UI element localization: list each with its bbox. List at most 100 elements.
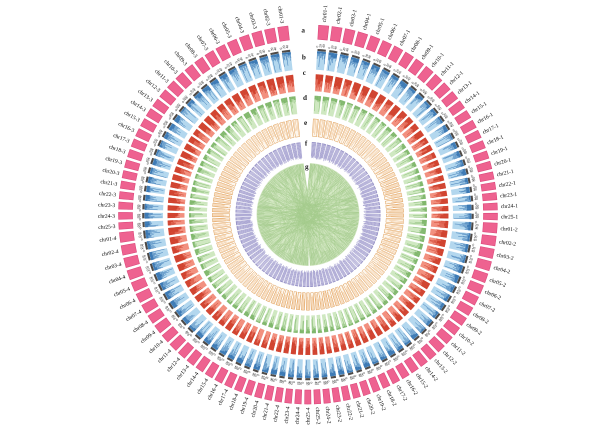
svg-text:20: 20 — [280, 380, 285, 384]
svg-text:40: 40 — [475, 215, 479, 219]
svg-text:0: 0 — [309, 382, 313, 384]
svg-text:40: 40 — [261, 49, 266, 54]
svg-text:40: 40 — [164, 305, 169, 310]
svg-text:20: 20 — [137, 196, 141, 200]
svg-text:40: 40 — [191, 337, 196, 342]
svg-text:0: 0 — [402, 74, 406, 78]
svg-text:20: 20 — [385, 361, 390, 366]
svg-text:20: 20 — [436, 104, 441, 109]
svg-text:20: 20 — [462, 148, 467, 153]
svg-text:0: 0 — [452, 128, 456, 132]
svg-text:0: 0 — [140, 237, 143, 241]
svg-text:20: 20 — [236, 58, 241, 63]
svg-text:20: 20 — [375, 58, 380, 63]
svg-text:20: 20 — [442, 112, 447, 117]
svg-text:chr25-2: chr25-2 — [314, 407, 321, 425]
svg-text:20: 20 — [143, 257, 148, 262]
svg-text:20: 20 — [198, 81, 203, 86]
svg-text:0: 0 — [163, 300, 167, 304]
svg-text:40: 40 — [397, 70, 402, 75]
svg-text:20: 20 — [429, 96, 434, 101]
svg-text:0: 0 — [300, 382, 304, 384]
svg-text:0: 0 — [339, 48, 343, 51]
svg-text:20: 20 — [244, 370, 249, 375]
svg-text:0: 0 — [458, 285, 462, 289]
svg-text:40: 40 — [473, 188, 477, 192]
svg-text:0: 0 — [457, 137, 461, 141]
svg-text:20: 20 — [421, 88, 426, 93]
svg-text:chr25-1: chr25-1 — [501, 214, 518, 220]
svg-text:chr21-2: chr21-2 — [354, 400, 364, 418]
svg-text:20: 20 — [216, 68, 221, 73]
svg-text:0: 0 — [372, 58, 376, 61]
svg-text:40: 40 — [424, 333, 429, 338]
svg-text:0: 0 — [327, 46, 331, 49]
svg-text:chr21-3: chr21-3 — [100, 179, 118, 188]
svg-text:20: 20 — [218, 357, 223, 362]
svg-text:0: 0 — [157, 134, 161, 138]
svg-text:20: 20 — [395, 68, 400, 73]
svg-text:chr23-2: chr23-2 — [334, 405, 343, 423]
svg-text:chr04-4: chr04-4 — [108, 274, 126, 285]
svg-text:40: 40 — [269, 377, 274, 382]
svg-text:40: 40 — [285, 44, 289, 48]
svg-text:0: 0 — [245, 56, 249, 59]
svg-text:chr04-3: chr04-3 — [233, 16, 245, 34]
svg-text:40: 40 — [233, 365, 238, 370]
svg-text:0: 0 — [146, 161, 149, 165]
svg-text:0: 0 — [142, 249, 145, 253]
svg-text:40: 40 — [158, 295, 163, 300]
svg-text:40: 40 — [423, 90, 428, 95]
svg-text:20: 20 — [270, 47, 275, 51]
svg-text:0: 0 — [466, 265, 469, 269]
svg-text:20: 20 — [289, 381, 293, 385]
svg-text:20: 20 — [168, 113, 173, 118]
svg-text:20: 20 — [193, 339, 198, 344]
svg-text:g: g — [305, 163, 309, 171]
svg-text:40: 40 — [218, 67, 223, 72]
svg-text:chr03-3: chr03-3 — [247, 12, 257, 30]
svg-text:20: 20 — [364, 53, 369, 58]
svg-text:0: 0 — [247, 371, 251, 374]
svg-text:40: 40 — [143, 166, 148, 171]
svg-text:40: 40 — [296, 381, 300, 385]
svg-text:20: 20 — [206, 75, 211, 80]
svg-text:0: 0 — [224, 66, 228, 70]
svg-text:0: 0 — [427, 329, 431, 333]
svg-text:0: 0 — [221, 358, 225, 362]
svg-text:40: 40 — [177, 322, 182, 327]
svg-text:40: 40 — [228, 61, 233, 66]
svg-text:40: 40 — [137, 203, 141, 207]
svg-text:40: 40 — [345, 48, 350, 53]
svg-text:0: 0 — [157, 291, 161, 295]
svg-text:0: 0 — [196, 340, 200, 344]
svg-text:a: a — [301, 26, 305, 34]
svg-text:20: 20 — [258, 50, 263, 55]
svg-text:0: 0 — [370, 368, 374, 371]
svg-text:0: 0 — [174, 108, 178, 112]
svg-text:20: 20 — [178, 324, 183, 329]
svg-text:0: 0 — [315, 45, 319, 47]
svg-text:chr01-3: chr01-3 — [276, 6, 284, 24]
svg-text:0: 0 — [318, 381, 322, 383]
svg-text:40: 40 — [191, 87, 196, 92]
svg-text:40: 40 — [200, 80, 205, 85]
svg-text:20: 20 — [402, 350, 407, 355]
svg-text:chr02-4: chr02-4 — [101, 249, 119, 258]
svg-text:chr01-2: chr01-2 — [500, 226, 518, 233]
svg-text:20: 20 — [271, 378, 276, 383]
svg-text:20: 20 — [353, 50, 358, 55]
svg-text:20: 20 — [474, 235, 478, 239]
svg-text:0: 0 — [283, 380, 287, 383]
svg-text:40: 40 — [322, 381, 326, 385]
svg-text:40: 40 — [145, 265, 150, 270]
svg-text:40: 40 — [416, 340, 421, 345]
svg-text:40: 40 — [138, 231, 142, 235]
svg-text:20: 20 — [142, 168, 147, 173]
svg-text:40: 40 — [438, 317, 443, 322]
svg-text:0: 0 — [383, 63, 387, 67]
svg-text:20: 20 — [247, 53, 252, 58]
svg-text:40: 40 — [242, 369, 247, 374]
svg-text:0: 0 — [447, 120, 451, 124]
svg-text:20: 20 — [453, 130, 458, 135]
